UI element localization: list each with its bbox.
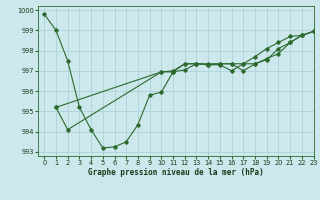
X-axis label: Graphe pression niveau de la mer (hPa): Graphe pression niveau de la mer (hPa) [88, 168, 264, 177]
